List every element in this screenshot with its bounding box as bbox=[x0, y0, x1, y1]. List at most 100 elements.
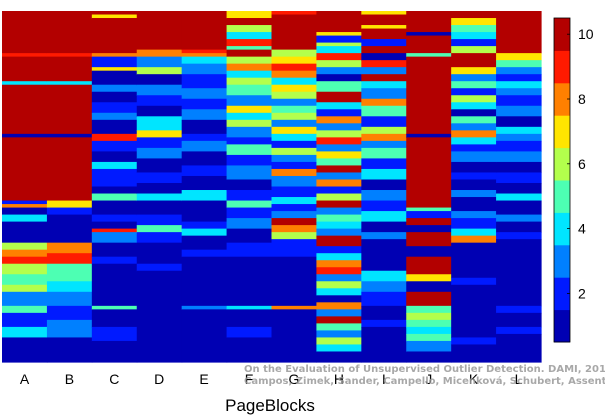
heatmap-cell-C-2 bbox=[91, 18, 138, 54]
heatmap-cell-I-5 bbox=[361, 46, 407, 54]
heatmap-cell-F-21 bbox=[226, 179, 273, 191]
heatmap-cell-B-13 bbox=[46, 263, 93, 282]
heatmap-cell-K-6 bbox=[451, 53, 497, 68]
colorbar-swatch-3 bbox=[554, 244, 570, 278]
x-tick-label-J: J bbox=[425, 371, 432, 387]
heatmap-cell-B-17 bbox=[46, 319, 93, 339]
heatmap-cell-I-1 bbox=[361, 14, 407, 26]
heatmap-cell-K-2 bbox=[451, 25, 497, 33]
heatmap-cell-L-14 bbox=[496, 161, 542, 174]
heatmap-cell-J-0 bbox=[406, 11, 452, 33]
heatmap-cell-C-23 bbox=[91, 232, 138, 244]
heatmap-cell-D-2 bbox=[136, 56, 183, 68]
heatmap-cell-J-12 bbox=[406, 246, 452, 258]
heatmap-cell-C-27 bbox=[91, 305, 138, 310]
heatmap-cell-I-4 bbox=[361, 39, 407, 47]
heatmap-cell-F-17 bbox=[226, 137, 273, 145]
heatmap-cell-E-11 bbox=[181, 140, 228, 152]
heatmap-cell-A-7 bbox=[2, 200, 48, 205]
heatmap-cell-C-22 bbox=[91, 228, 138, 233]
heatmap-cell-H-4 bbox=[316, 46, 362, 54]
heatmap-cell-J-6 bbox=[406, 137, 452, 209]
heatmap-cell-H-13 bbox=[316, 116, 362, 124]
heatmap-cell-G-28 bbox=[271, 239, 318, 258]
heatmap-cell-D-10 bbox=[136, 137, 183, 149]
x-tick-labels: A B C D E F G H I J K L bbox=[20, 371, 523, 387]
heatmap-cell-I-15 bbox=[361, 126, 407, 135]
heatmap-cell-A-14 bbox=[2, 256, 48, 265]
heatmap-cell-C-3 bbox=[91, 53, 138, 58]
heatmap-cell-J-17 bbox=[406, 305, 452, 314]
colorbar-frame bbox=[553, 17, 571, 343]
heatmap-cell-I-12 bbox=[361, 98, 407, 107]
colorbar-tick-label-4: 4 bbox=[578, 221, 586, 237]
heatmap-cell-I-7 bbox=[361, 60, 407, 68]
colorbar-swatch-9 bbox=[554, 50, 570, 84]
heatmap-cell-B-8 bbox=[46, 207, 93, 216]
heatmap-cell-F-28 bbox=[226, 256, 273, 307]
x-tick-label-E: E bbox=[199, 371, 208, 387]
heatmap-cell-E-22 bbox=[181, 305, 228, 310]
heatmap-cell-D-8 bbox=[136, 116, 183, 131]
heatmap-cell-K-31 bbox=[451, 284, 497, 339]
heatmap-cell-C-16 bbox=[91, 168, 138, 188]
heatmap-cell-D-18 bbox=[136, 225, 183, 233]
heatmap-cell-C-29 bbox=[91, 326, 138, 342]
heatmap-cell-G-4 bbox=[271, 63, 318, 72]
heatmap-cell-K-3 bbox=[451, 32, 497, 40]
heatmap-cell-G-20 bbox=[271, 175, 318, 188]
heatmap-cell-D-14 bbox=[136, 182, 183, 195]
heatmap-cell-K-23 bbox=[451, 190, 497, 198]
heatmap-cell-A-16 bbox=[2, 274, 48, 286]
heatmap-cell-F-26 bbox=[226, 228, 273, 244]
heatmap-cell-C-28 bbox=[91, 309, 138, 328]
heatmap-cell-L-1 bbox=[496, 53, 542, 61]
heatmap-cell-D-11 bbox=[136, 147, 183, 160]
heatmap-cell-K-24 bbox=[451, 197, 497, 212]
heatmap-cell-F-25 bbox=[226, 218, 273, 230]
heatmap-cell-J-19 bbox=[406, 319, 452, 328]
heatmap-cell-F-15 bbox=[226, 119, 273, 128]
colorbar-swatch-2 bbox=[554, 277, 570, 311]
heatmap-cell-H-42 bbox=[316, 323, 362, 332]
heatmap-cell-H-25 bbox=[316, 200, 362, 209]
heatmap-cell-L-0 bbox=[496, 11, 542, 54]
heatmap-cell-G-11 bbox=[271, 112, 318, 121]
heatmap-cell-K-30 bbox=[451, 277, 497, 286]
heatmap-cell-A-21 bbox=[2, 326, 48, 339]
heatmap-cell-E-13 bbox=[181, 165, 228, 177]
heatmap-cell-G-22 bbox=[271, 197, 318, 205]
heatmap-cell-D-20 bbox=[136, 242, 183, 265]
heatmap-cell-E-21 bbox=[181, 256, 228, 307]
heatmap-cell-J-9 bbox=[406, 218, 452, 226]
heatmap-cell-K-27 bbox=[451, 228, 497, 237]
heatmap-cell-D-7 bbox=[136, 105, 183, 117]
x-tick-label-L: L bbox=[515, 371, 523, 387]
heatmap-cell-D-21 bbox=[136, 263, 183, 272]
heatmap-cell-H-31 bbox=[316, 246, 362, 254]
heatmap-cell-G-19 bbox=[271, 168, 318, 177]
heatmap-cell-K-28 bbox=[451, 235, 497, 244]
heatmap-cell-I-33 bbox=[361, 326, 407, 363]
heatmap-cell-A-20 bbox=[2, 312, 48, 328]
heatmap-cell-I-10 bbox=[361, 81, 407, 89]
heatmap-cell-A-10 bbox=[2, 214, 48, 223]
heatmap-cell-H-7 bbox=[316, 67, 362, 75]
heatmap-cell-F-10 bbox=[226, 77, 273, 86]
heatmap-cell-K-0 bbox=[451, 11, 497, 19]
colorbar-swatch-6 bbox=[554, 147, 570, 181]
heatmap-cell-G-8 bbox=[271, 91, 318, 100]
heatmap-cell-J-11 bbox=[406, 232, 452, 247]
heatmap-cell-L-17 bbox=[496, 193, 542, 202]
heatmap-cell-G-18 bbox=[271, 161, 318, 170]
heatmap-cell-F-7 bbox=[226, 56, 273, 65]
heatmap-cell-E-19 bbox=[181, 235, 228, 251]
heatmap-cell-F-19 bbox=[226, 154, 273, 167]
heatmap-cell-A-18 bbox=[2, 291, 48, 307]
heatmap-cell-I-6 bbox=[361, 53, 407, 61]
colorbar-tick-label-8: 8 bbox=[578, 91, 586, 107]
heatmap-cells bbox=[2, 11, 542, 363]
heatmap-cell-K-12 bbox=[451, 102, 497, 110]
heatmap-cell-A-9 bbox=[2, 207, 48, 216]
heatmap-cell-K-32 bbox=[451, 337, 497, 346]
